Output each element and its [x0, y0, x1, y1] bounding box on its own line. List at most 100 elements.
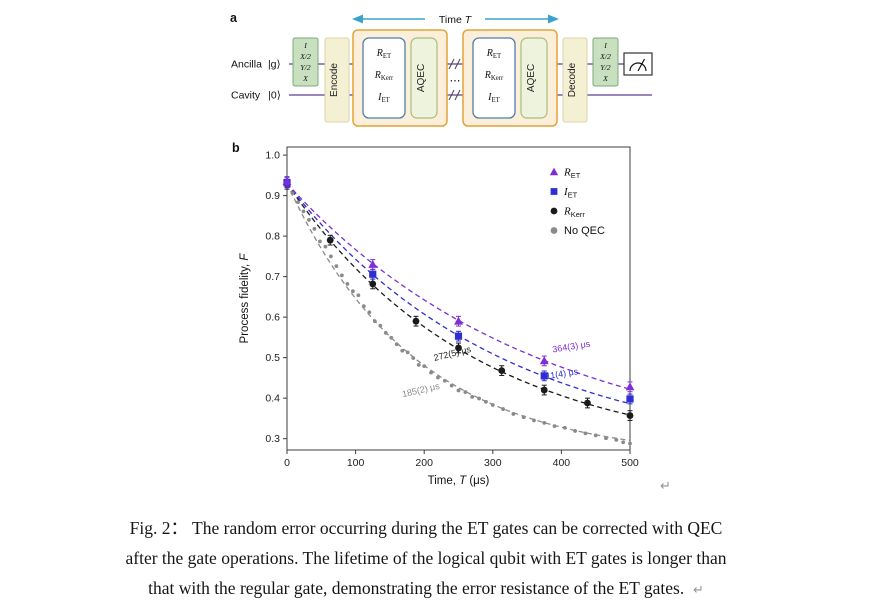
data-point: [301, 209, 306, 214]
legend-label-R_ET: RET: [563, 167, 581, 181]
data-point: [323, 244, 328, 249]
data-point: [626, 412, 634, 419]
data-point: [436, 375, 440, 380]
data-point: [470, 395, 475, 399]
caption-line-3-text: that with the regular gate, demonstratin…: [148, 578, 685, 598]
y-tick-label: 0.8: [265, 231, 280, 243]
data-point: [628, 441, 632, 446]
tomo-gate-y2: Y/2: [600, 63, 611, 72]
tomo-gate-i: I: [303, 41, 307, 50]
et-gate-box: [472, 37, 516, 119]
data-point: [411, 356, 416, 360]
qec-block-2: RET RKerr IET AQEC: [462, 29, 558, 127]
panel-a-label: a: [230, 11, 238, 25]
tomo-gate-x2: X/2: [299, 52, 311, 61]
data-point: [573, 429, 578, 433]
data-point: [463, 390, 468, 394]
meter-arc: [629, 62, 647, 72]
data-point: [394, 342, 399, 347]
data-point: [621, 440, 626, 445]
meter-box: [623, 52, 653, 76]
data-point: [562, 425, 567, 430]
data-point: [282, 176, 292, 185]
y-tick-label: 0.3: [265, 433, 280, 445]
data-point: [454, 316, 463, 325]
legend-marker-R_Kerr: [550, 207, 558, 215]
decode-box: [562, 37, 588, 123]
x-tick-label: 400: [553, 457, 571, 469]
data-point: [583, 431, 588, 436]
x-tick-label: 500: [621, 457, 639, 469]
data-point: [405, 350, 410, 355]
y-tick-label: 0.5: [265, 352, 280, 364]
data-point: [540, 386, 548, 394]
panel-b-label: b: [232, 141, 240, 155]
gate-rkerr-label: RKerr: [374, 70, 394, 82]
data-point: [378, 323, 383, 328]
data-point: [326, 236, 334, 244]
data-point: [383, 331, 388, 335]
tomo-gate-x: X: [302, 74, 309, 83]
encode-box: [324, 37, 350, 123]
panel-a-circuit: a Time T Ancilla |g⟩ Cavity |0⟩ I X/2 Y/2 …: [230, 11, 653, 127]
encode-label: Encode: [329, 63, 340, 97]
fit-curve-R_ET: [286, 183, 631, 390]
data-point: [307, 218, 311, 222]
et-gate-box: [362, 37, 406, 119]
data-point: [412, 317, 420, 325]
data-point: [422, 364, 427, 369]
data-point: [356, 293, 361, 298]
y-tick-label: 0.6: [265, 312, 280, 324]
aqec-box: [520, 37, 548, 119]
y-tick-label: 0.9: [265, 190, 280, 202]
y-tick-label: 1.0: [265, 150, 280, 162]
aqec-label: AQEC: [416, 64, 427, 92]
repeat-dots: ⋯: [450, 75, 461, 87]
data-point: [334, 264, 339, 268]
series-R_ET: [282, 176, 635, 393]
panel-b-chart: b 0.3 0.4 0.5 0.6 0.7 0.8 0.9 1.0 0 100 200 300 400 5…: [232, 141, 639, 487]
data-point: [389, 335, 394, 340]
y-tick-label: 0.7: [265, 271, 280, 283]
data-point: [369, 280, 377, 288]
legend-label-No QEC: No QEC: [564, 225, 605, 237]
data-point: [345, 282, 350, 286]
legend-label-R_Kerr: RKerr: [563, 206, 585, 220]
tomography-gates-pre: I X/2 Y/2 X: [292, 37, 319, 87]
decode-label: Decode: [567, 62, 578, 97]
figure-caption: Fig. 2： The random error occurring durin…: [0, 513, 852, 605]
aqec-label: AQEC: [526, 64, 537, 92]
time-bracket: Time T: [352, 14, 559, 26]
data-point: [429, 370, 433, 375]
gate-ret-label: RET: [486, 48, 502, 60]
time-label: Time T: [439, 14, 473, 26]
fit-curve-No QEC: [286, 183, 631, 442]
data-point: [539, 356, 549, 365]
data-point: [604, 436, 608, 441]
data-point: [532, 418, 536, 423]
break-slash-icon: [454, 89, 461, 101]
caption-line-1: Fig. 2： The random error occurring durin…: [129, 518, 723, 538]
data-point: [296, 200, 300, 204]
x-tick-label: 0: [284, 457, 290, 469]
tomo-gate-x: X: [602, 74, 609, 83]
x-tick-label: 200: [415, 457, 433, 469]
data-point: [540, 372, 548, 380]
caption-line-2: after the gate operations. The lifetime …: [125, 548, 727, 568]
decode-block: Decode: [562, 37, 588, 123]
tomo-box: [592, 37, 619, 87]
paragraph-mark: ↵: [660, 478, 671, 493]
data-point: [400, 348, 405, 353]
data-point: [456, 388, 461, 393]
data-point: [625, 382, 635, 391]
legend-label-I_ET: IET: [563, 186, 578, 200]
data-point: [477, 396, 481, 401]
series-No QEC: [285, 183, 632, 446]
data-point: [290, 191, 295, 196]
caption-line-3: that with the regular gate, demonstratin…: [0, 573, 852, 605]
data-point: [511, 412, 516, 416]
data-point: [449, 383, 454, 388]
measurement-meter-icon: [623, 52, 653, 76]
gate-ret-label: RET: [376, 48, 392, 60]
